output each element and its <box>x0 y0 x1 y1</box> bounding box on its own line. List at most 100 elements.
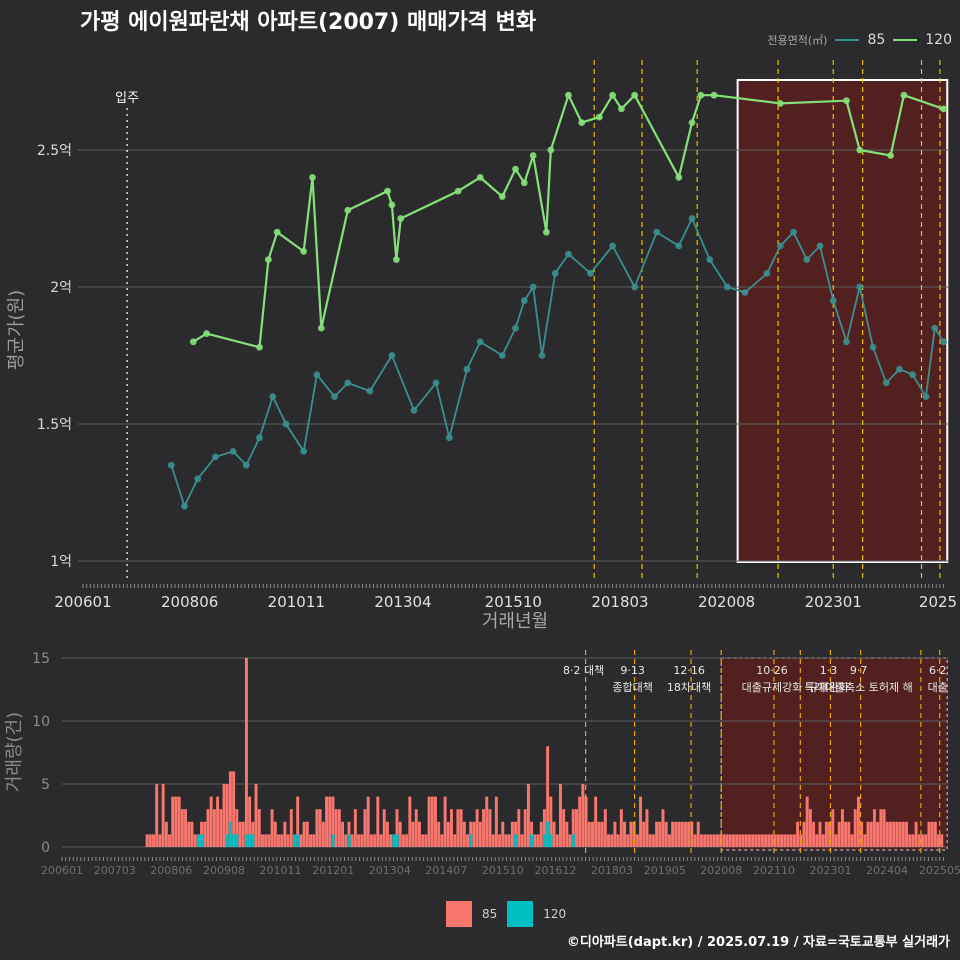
bar-85 <box>773 834 777 847</box>
footer-credit: ©디아파트(dapt.kr) / 2025.07.19 / 자료=국토교통부 실… <box>566 935 950 950</box>
x-tick-label: 202301 <box>805 593 862 611</box>
bar-85 <box>472 821 476 847</box>
bar-85 <box>334 809 338 847</box>
bar-85 <box>408 796 412 847</box>
bar-85 <box>187 821 191 847</box>
series-120-point <box>512 165 519 173</box>
series-85-point <box>790 228 797 236</box>
series-85-point <box>565 250 572 258</box>
series-85-point <box>940 338 947 346</box>
bar-85 <box>366 796 370 847</box>
bar-85 <box>177 796 181 847</box>
series-85-point <box>653 228 661 236</box>
bar-85 <box>385 821 389 847</box>
bar-x-tick-label: 202301 <box>809 864 851 877</box>
series-120-point <box>317 324 325 332</box>
bar-85 <box>594 796 598 847</box>
series-85-point <box>445 434 453 442</box>
bar-85 <box>241 821 245 847</box>
series-120-point <box>675 174 683 181</box>
bar-85 <box>853 809 857 847</box>
bar-85 <box>478 821 482 847</box>
series-120-point <box>529 152 537 159</box>
bar-85 <box>331 796 335 847</box>
bar-85 <box>815 834 819 847</box>
bar-85 <box>914 821 918 847</box>
policy-label-top: 6·2 <box>929 664 947 677</box>
bar-85 <box>786 834 790 847</box>
y-tick-label: 2.5억 <box>37 143 72 159</box>
bar-120 <box>200 834 204 847</box>
bar-120 <box>235 834 239 847</box>
bar-85 <box>193 834 197 847</box>
bar-85 <box>450 809 453 847</box>
policy-label-bottom: 규제완화 <box>808 681 848 694</box>
bar-85 <box>898 821 902 847</box>
bar-x-tick-label: 201905 <box>644 864 686 877</box>
bar-85 <box>757 834 761 847</box>
bar-85 <box>299 834 303 847</box>
series-120-point <box>344 206 352 214</box>
policy-label-top: 9·7 <box>850 664 868 677</box>
bar-85 <box>216 796 220 847</box>
bar-85 <box>885 821 889 847</box>
series-85-point <box>763 269 771 277</box>
bar-85 <box>565 821 569 847</box>
series-120-point <box>542 228 550 236</box>
bar-120 <box>228 821 232 847</box>
bar-85 <box>840 809 844 847</box>
bar-x-tick-label: 202404 <box>866 864 908 877</box>
bar-x-tick-label: 200601 <box>41 864 83 877</box>
bar-y-tick-label: 0 <box>41 840 50 856</box>
bar-120 <box>244 834 248 847</box>
top-legend: 전용면적(㎡) 85 120 <box>767 32 952 48</box>
bar-85 <box>398 821 402 847</box>
bar-85 <box>872 809 876 847</box>
series-120-point <box>856 146 864 154</box>
series-120-point <box>498 193 506 200</box>
policy-label-top: 10·26 <box>756 664 788 677</box>
bar-85 <box>526 784 530 847</box>
bar-85 <box>674 821 678 847</box>
bar-85 <box>180 809 184 847</box>
bar-85 <box>536 834 540 847</box>
x-tick-label: 201011 <box>268 593 325 611</box>
bar-85 <box>933 821 937 847</box>
bar-85 <box>796 821 800 847</box>
move-in-label: 입주 <box>115 91 139 106</box>
bar-legend-85-swatch <box>446 901 472 927</box>
bar-85 <box>312 834 316 847</box>
bar-85 <box>328 796 332 847</box>
series-85-point <box>313 371 321 379</box>
bar-85 <box>571 809 575 847</box>
bar-85 <box>209 796 213 847</box>
bar-y-tick-label: 15 <box>32 651 50 667</box>
series-120-point <box>887 152 895 159</box>
bar-85 <box>286 834 290 847</box>
bar-85 <box>703 834 707 847</box>
bar-85 <box>417 821 421 847</box>
series-85-point <box>476 338 484 346</box>
bar-85 <box>908 834 912 847</box>
bar-85 <box>863 834 867 847</box>
series-85-point <box>856 283 864 291</box>
bar-85 <box>732 834 735 847</box>
bar-85 <box>350 834 354 847</box>
bar-120 <box>232 834 236 847</box>
series-85-point <box>366 387 374 395</box>
series-120-point <box>309 174 316 181</box>
bar-85 <box>325 796 329 847</box>
bar-85 <box>661 809 665 847</box>
bar-85 <box>600 821 604 847</box>
bar-85 <box>289 809 293 847</box>
bar-85 <box>507 834 511 847</box>
bar-85 <box>424 834 428 847</box>
series-120-point <box>843 97 850 105</box>
bar-85 <box>184 809 188 847</box>
bar-85 <box>767 834 771 847</box>
series-85-point <box>587 269 594 277</box>
bar-85 <box>453 834 457 847</box>
bar-85 <box>924 834 928 847</box>
bar-x-tick-label: 201407 <box>425 864 467 877</box>
bar-120 <box>395 834 399 847</box>
